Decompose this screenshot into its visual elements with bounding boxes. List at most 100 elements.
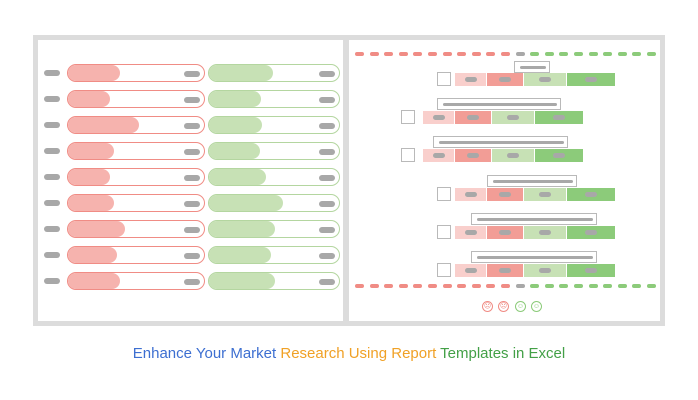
segment-value-pill [432,152,445,158]
question-label-box [433,136,568,148]
report-template-frame: ☹ ☹ ☺ ☺ [33,35,665,326]
negative-fill [68,91,111,107]
scale-dash [530,284,540,288]
scale-dash [398,52,408,56]
segment-value-pill [507,114,519,120]
question-label-box [471,251,597,263]
negative-value-pill [184,71,200,77]
positive-value-pill [319,149,335,155]
question-label-box [514,61,550,73]
likert-segment [492,111,534,124]
likert-segment [487,226,523,239]
positive-track [208,272,340,290]
scale-dash [369,284,379,288]
negative-fill [68,169,111,185]
positive-fill [209,169,267,185]
row-label-pill [44,70,60,76]
segment-value-pill [467,152,479,158]
negative-fill [68,117,139,133]
segment-value-pill [499,229,511,235]
bar-row [38,220,343,240]
likert-segment [535,149,583,162]
scale-dash [544,284,554,288]
row-label-pill [44,122,60,128]
row-label-pill [44,200,60,206]
scale-dash [632,284,642,288]
segment-value-pill [539,267,551,273]
scale-dash [588,284,598,288]
scale-dash [369,52,379,56]
segment-value-pill [499,76,511,82]
caption-part-blue: Enhance Your Market [132,345,281,362]
positive-value-pill [319,97,335,103]
positive-track [208,90,340,108]
question-text-line [439,141,564,144]
scale-dash [574,284,583,288]
row-label-pill [44,278,60,284]
caption-part-green: Templates in Excel [440,345,566,362]
positive-fill [209,247,272,263]
positive-value-pill [319,279,335,285]
segment-value-pill [539,229,551,235]
caption: Enhance Your Market Research Using Repor… [0,345,698,362]
positive-fill [209,143,260,159]
positive-fill [209,91,261,107]
segment-value-pill [464,267,477,273]
negative-value-pill [184,253,200,259]
likert-segment [492,149,534,162]
segment-value-pill [553,114,565,120]
segment-value-pill [499,191,511,197]
scale-dash [457,52,467,56]
scale-dash [501,284,510,288]
negative-fill [68,195,115,211]
question-label-box [487,175,577,187]
negative-track [67,194,205,212]
row-label-pill [44,148,60,154]
scale-dash [632,52,642,56]
likert-segment [455,73,486,86]
segment-value-pill [507,152,519,158]
segment-value-pill [585,229,597,235]
positive-value-pill [319,227,335,233]
likert-segment [487,264,523,277]
scale-dash [515,52,525,56]
likert-segment [567,226,615,239]
bar-row [38,142,343,162]
likert-segment [487,188,523,201]
likert-segment [455,111,491,124]
scale-dash [442,284,452,288]
scale-dash [457,284,467,288]
positive-track [208,168,340,186]
very-happy-face-icon: ☺ [531,301,542,312]
positive-value-pill [319,253,335,259]
negative-track [67,142,205,160]
scale-dash [384,284,394,288]
likert-segment [567,188,615,201]
segment-value-pill [553,152,565,158]
scale-dash [428,52,437,56]
scale-dash [355,284,364,288]
scale-dash [486,52,496,56]
likert-segment [423,111,454,124]
scale-dash [413,52,423,56]
likert-segment [524,226,566,239]
scale-dash [471,52,481,56]
likert-segment [524,264,566,277]
segment-value-pill [499,267,511,273]
scale-dash [647,284,656,288]
segment-value-pill [467,114,479,120]
question-text-line [493,180,573,183]
likert-segment [524,188,566,201]
bar-row [38,168,343,188]
likert-segment [455,226,486,239]
bar-row [38,272,343,292]
segment-value-pill [464,229,477,235]
likert-segment [423,149,454,162]
question-text-line [443,103,557,106]
segment-value-pill [432,114,445,120]
negative-track [67,220,205,238]
negative-track [67,90,205,108]
scale-dash [515,284,525,288]
scale-dash [428,284,437,288]
question-text-line [477,218,593,221]
